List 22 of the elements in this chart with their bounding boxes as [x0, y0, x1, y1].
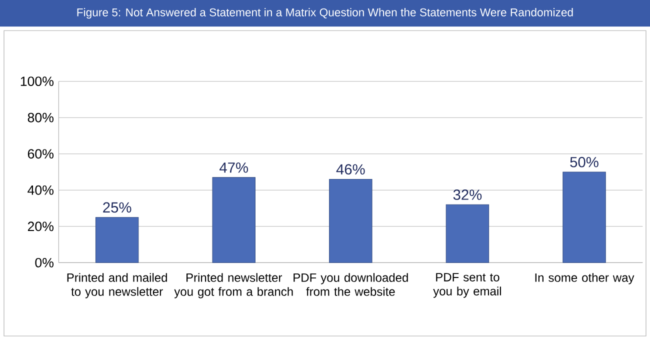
data-label: 25%: [103, 202, 132, 213]
y-tick-label: 80%: [28, 112, 54, 122]
y-tick-label: 100%: [20, 76, 54, 86]
data-label: 46%: [336, 164, 365, 175]
y-tick-label: 60%: [28, 149, 54, 159]
data-label: 50%: [570, 156, 598, 168]
y-tick-label: 20%: [28, 222, 54, 232]
x-tick-label: PDF sent to you by email: [433, 273, 501, 298]
bar: [329, 178, 372, 263]
x-tick-label: Printed newsletter you got from a branch: [174, 273, 293, 298]
bar: [446, 204, 490, 263]
bar: [95, 217, 139, 263]
y-tick-label: 0%: [35, 258, 54, 268]
chart-title: Figure 5: Not Answered a Statement in a Matrix Question When the Statements Were Randomized: [77, 8, 573, 19]
x-tick-label: In some other way: [535, 273, 634, 284]
bar: [212, 177, 256, 263]
bar: [562, 172, 606, 263]
data-label: 47%: [220, 162, 248, 173]
data-label: 32%: [453, 190, 482, 200]
x-tick-label: Printed and mailed to you newsletter: [67, 273, 167, 298]
x-tick-label: PDF you downloaded from the website: [294, 273, 408, 296]
y-tick-label: 40%: [28, 185, 54, 195]
